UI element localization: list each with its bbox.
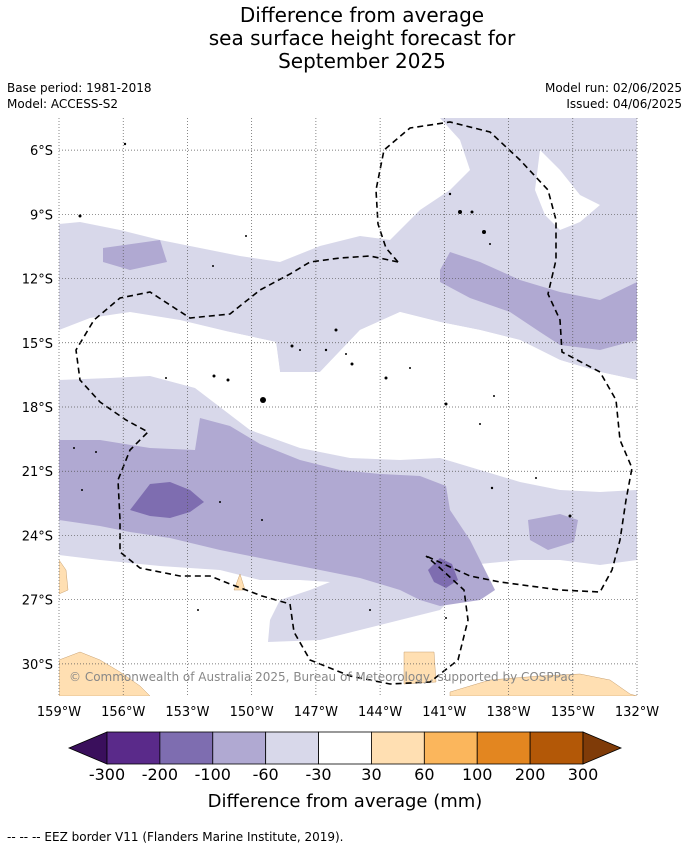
lon-tick-label: 141°W [422,705,466,720]
eez-borders [75,121,633,685]
colorbar-segment [318,731,372,765]
lon-tick-label: 147°W [294,705,338,720]
grid-lines [58,118,638,696]
colorbar-tick-label: 200 [514,765,546,784]
lat-tick-labels: 6°S 9°S 12°S 15°S 18°S 21°S 24°S 27°S 30°S [22,144,53,673]
colorbar-segment [106,731,161,765]
meta-right: Model run: 02/06/2025 Issued: 04/06/2025 [545,80,682,112]
islands [73,142,572,619]
lon-tick-label: 153°W [165,705,209,720]
colorbar-segment [423,731,478,765]
colorbar-segment [529,731,584,765]
colorbar-segment [159,731,214,765]
lat-tick-label: 27°S [22,594,53,609]
base-period: Base period: 1981-2018 [7,81,152,95]
anomaly-medium-south [59,418,495,606]
lon-tick-label: 138°W [486,705,530,720]
lon-tick-label: 159°W [37,705,81,720]
anomaly-pos-central [403,651,437,685]
lat-tick-label: 18°S [22,401,53,416]
colorbar-tick-label: -200 [141,765,179,784]
colorbar-tick-label: -60 [252,765,279,784]
neutral-swath-central [59,312,637,492]
anomaly-pos-southeast [449,673,637,696]
colorbar-tick-label: 30 [361,765,382,784]
colorbar-tick-label: -30 [305,765,332,784]
lon-tick-label: 150°W [230,705,274,720]
colorbar-segment [371,731,425,765]
anomaly-medium-north-2 [440,252,637,350]
colorbar-extend-high [582,731,623,765]
anomaly-dark-south [428,558,458,588]
colorbar-label: Difference from average (mm) [207,791,483,812]
eez-legend-note: -- -- -- EEZ border V11 (Flanders Marine… [7,830,344,844]
anomaly-pos-west [59,559,69,595]
lon-tick-label: 156°W [101,705,145,720]
anomaly-medium-east [528,514,578,550]
lat-tick-label: 15°S [22,337,53,352]
colorbar-tick-label: -300 [88,765,126,784]
lon-tick-labels: 159°W 156°W 153°W 150°W 147°W 144°W 141°W 138°W… [37,705,659,720]
colorbar-tick-label: 300 [567,765,599,784]
lat-tick-label: 6°S [30,144,53,159]
lat-tick-label: 21°S [22,465,53,480]
title-line-1: Difference from average [239,3,485,27]
lat-tick-label: 12°S [22,273,53,288]
colorbar-tick-label: 100 [461,765,493,784]
lon-tick-label: 144°W [358,705,402,720]
title-line-3: September 2025 [278,49,446,73]
colorbar-tick-label: 60 [414,765,435,784]
model-name: Model: ACCESS-S2 [7,97,119,111]
lon-tick-label: 135°W [551,705,595,720]
lon-tick-label: 132°W [615,705,659,720]
colorbar [67,731,623,765]
colorbar-tick-label: -100 [194,765,231,784]
neutral-patch-top2 [59,118,440,194]
title-line-2: sea surface height forecast for [208,26,516,50]
anomaly-medium-north-1 [103,240,167,270]
anomaly-dark-west [130,482,204,518]
colorbar-segment [265,731,319,765]
lat-tick-label: 30°S [22,658,53,673]
eez-border-marquesas [375,121,633,593]
copyright-text: © Commonwealth of Australia 2025, Bureau… [69,670,574,684]
map-title: Difference from average sea surface heig… [0,4,690,73]
model-run: Model run: 02/06/2025 [544,81,682,95]
lat-tick-label: 24°S [22,529,53,544]
lat-tick-label: 9°S [30,208,53,223]
colorbar-segment [476,731,531,765]
eez-border-society [75,255,469,685]
neutral-patch-ne [535,150,600,230]
colorbar-extend-low [67,731,108,765]
issued-date: Issued: 04/06/2025 [566,97,682,111]
colorbar-segment [212,731,267,765]
meta-left: Base period: 1981-2018 Model: ACCESS-S2 [7,80,152,112]
anomaly-pos-southwest [59,651,151,696]
